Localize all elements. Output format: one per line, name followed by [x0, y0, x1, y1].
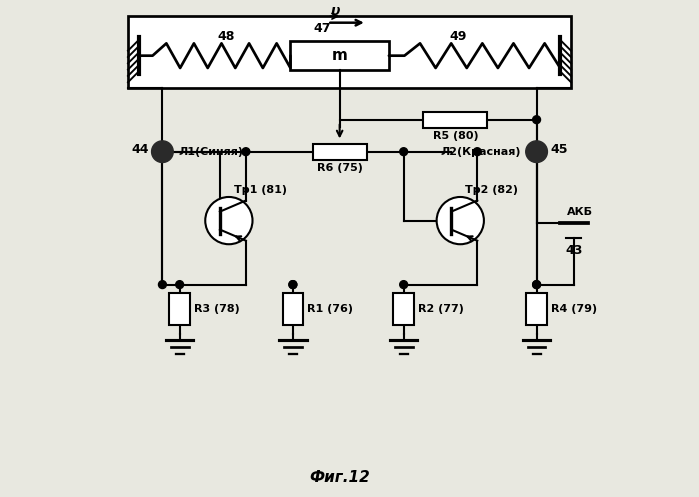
Circle shape	[159, 281, 166, 289]
Text: R6 (75): R6 (75)	[317, 164, 363, 173]
Circle shape	[400, 281, 408, 289]
Circle shape	[175, 281, 184, 289]
Bar	[526, 293, 547, 325]
Circle shape	[289, 281, 297, 289]
Text: 49: 49	[449, 30, 466, 43]
Text: R2 (77): R2 (77)	[418, 304, 464, 314]
Circle shape	[289, 281, 297, 289]
Circle shape	[242, 148, 250, 156]
Text: Тр2 (82): Тр2 (82)	[466, 184, 518, 194]
Text: 43: 43	[565, 244, 582, 257]
Text: Л2(Красная): Л2(Красная)	[440, 147, 521, 157]
Text: АКБ: АКБ	[567, 207, 593, 217]
Text: R1 (76): R1 (76)	[307, 304, 353, 314]
Circle shape	[206, 197, 252, 244]
Bar	[312, 144, 367, 160]
Text: 44: 44	[131, 143, 149, 156]
Circle shape	[437, 197, 484, 244]
Text: R5 (80): R5 (80)	[433, 132, 478, 142]
Circle shape	[533, 116, 540, 124]
Text: R4 (79): R4 (79)	[551, 304, 597, 314]
Text: 48: 48	[217, 30, 235, 43]
Circle shape	[400, 148, 408, 156]
Text: m: m	[332, 48, 347, 63]
Bar	[424, 112, 487, 128]
Circle shape	[533, 281, 540, 289]
Text: R3 (78): R3 (78)	[194, 304, 240, 314]
Bar	[290, 41, 389, 71]
Bar	[394, 293, 414, 325]
Text: Фиг.12: Фиг.12	[309, 471, 370, 486]
Circle shape	[152, 141, 173, 163]
Circle shape	[533, 281, 540, 289]
Circle shape	[526, 141, 547, 163]
Text: 47: 47	[314, 22, 331, 35]
Text: υ: υ	[330, 4, 340, 18]
Bar	[282, 293, 303, 325]
Circle shape	[473, 148, 481, 156]
Bar	[169, 293, 190, 325]
Text: 45: 45	[550, 143, 568, 156]
Text: Тр1 (81): Тр1 (81)	[233, 184, 287, 194]
Text: Л1(Синяя): Л1(Синяя)	[178, 147, 243, 157]
Bar	[128, 16, 571, 87]
